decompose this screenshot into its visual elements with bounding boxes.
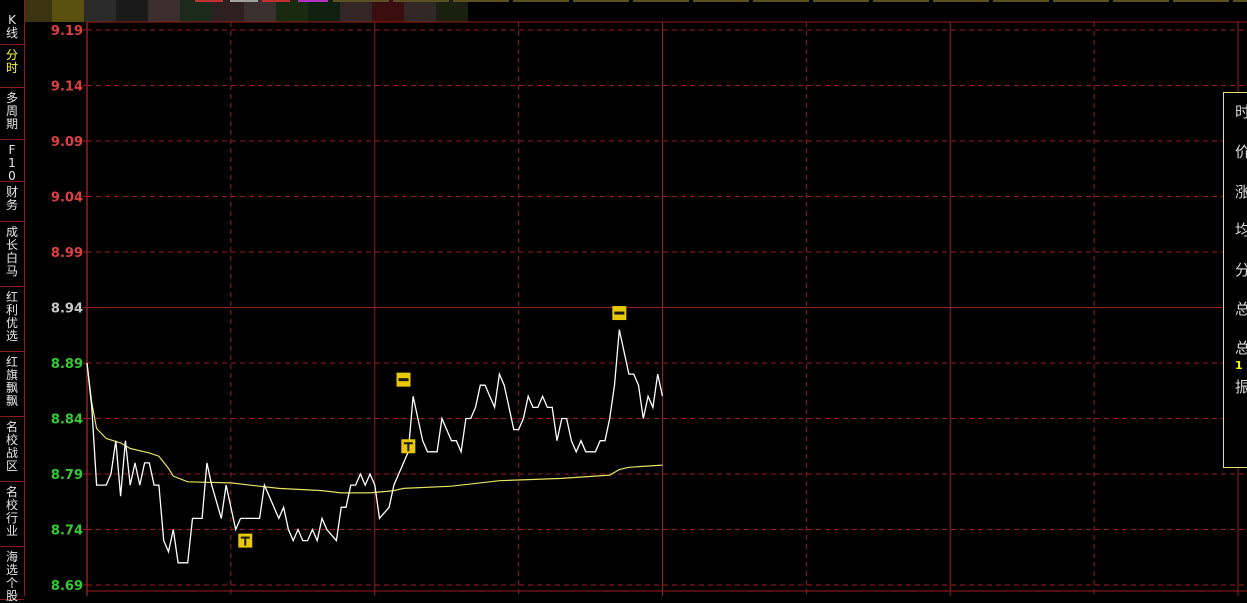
toolbar-tab[interactable]	[1053, 0, 1109, 2]
sidebar-item-6[interactable]: 红利优选	[0, 287, 24, 352]
y-tick-label: 9.14	[51, 80, 83, 95]
obscured-block	[340, 0, 372, 22]
toolbar-tab[interactable]	[633, 0, 689, 2]
y-tick-label: 8.74	[51, 524, 83, 539]
toolbar-tab[interactable]	[993, 0, 1049, 2]
popup-row: 振	[1235, 378, 1247, 396]
trade-markers	[238, 306, 627, 548]
sidebar-item-1[interactable]: 分时	[0, 45, 24, 88]
price-line	[86, 329, 664, 564]
popup-row: 价	[1235, 143, 1247, 161]
sidebar-item-8[interactable]: 名校战区	[0, 417, 24, 482]
sidebar-item-label: 成长白马	[5, 225, 18, 278]
toolbar-tab[interactable]	[513, 0, 569, 2]
toolbar-tab[interactable]	[298, 0, 328, 2]
sidebar-item-10[interactable]: 海选个股	[0, 547, 24, 603]
y-tick-label: 8.84	[51, 413, 83, 428]
y-tick-label: 9.04	[51, 191, 83, 206]
obscured-block	[116, 0, 148, 22]
sidebar-item-4[interactable]: 财务	[0, 182, 24, 222]
sidebar-item-2[interactable]: 多周期	[0, 88, 24, 140]
y-tick-label: 8.69	[51, 579, 83, 594]
marker-glyph	[244, 536, 247, 546]
toolbar-tab[interactable]	[195, 0, 223, 2]
toolbar-tab[interactable]	[262, 0, 290, 2]
obscured-block	[52, 0, 84, 22]
y-tick-label: 9.09	[51, 135, 83, 150]
sidebar-item-7[interactable]: 红旗飘飘	[0, 352, 24, 417]
average-price-line	[86, 362, 663, 494]
obscured-block	[436, 0, 468, 22]
popup-row: 均	[1235, 221, 1247, 239]
trade-marker-t	[238, 533, 253, 548]
toolbar-tab[interactable]	[753, 0, 809, 2]
toolbar-tab[interactable]	[1113, 0, 1169, 2]
obscured-block	[20, 0, 52, 22]
marker-glyph	[398, 378, 409, 382]
obscured-block	[404, 0, 436, 22]
toolbar-tab[interactable]	[1233, 0, 1247, 2]
sidebar-item-3[interactable]: F10	[0, 140, 24, 183]
sidebar-item-label: 财务	[5, 185, 18, 212]
trade-marker-t	[401, 439, 416, 454]
toolbar-tab[interactable]	[1173, 0, 1229, 2]
popup-row: 时	[1235, 103, 1247, 121]
popup-row: 1	[1235, 359, 1243, 372]
sidebar-item-5[interactable]: 成长白马	[0, 222, 24, 287]
toolbar-tab[interactable]	[393, 0, 449, 2]
sidebar-item-label: 红旗飘飘	[5, 355, 18, 408]
sidebar-item-label: 海选个股	[5, 550, 18, 603]
sidebar-item-label: F10	[8, 143, 16, 183]
grid	[86, 21, 1247, 596]
obscured-block	[212, 0, 244, 22]
toolbar-tab[interactable]	[333, 0, 389, 2]
popup-row: 分	[1235, 261, 1247, 279]
y-tick-label: 8.99	[51, 246, 83, 261]
marker-glyph	[407, 442, 410, 452]
obscured-block	[372, 0, 404, 22]
sidebar-item-label: 红利优选	[5, 290, 18, 343]
popup-row: 总	[1235, 300, 1247, 318]
obscured-block	[244, 0, 276, 22]
top-toolbar-obscured	[0, 0, 1247, 22]
marker-glyph	[614, 311, 625, 315]
toolbar-tab[interactable]	[573, 0, 629, 2]
obscured-block	[148, 0, 180, 22]
obscured-block	[180, 0, 212, 22]
toolbar-tab[interactable]	[813, 0, 869, 2]
popup-row: 总	[1235, 339, 1247, 357]
sidebar: K线分时多周期 F10 财务成长白马红利优选红旗飘飘名校战区名校行业海选个股	[0, 0, 25, 603]
sidebar-item-label: K线	[5, 13, 18, 40]
obscured-block	[308, 0, 340, 22]
trade-marker-equal	[612, 306, 627, 321]
trade-marker-equal	[396, 372, 411, 387]
toolbar-tab[interactable]	[453, 0, 509, 2]
toolbar-tab[interactable]	[873, 0, 929, 2]
sidebar-item-label: 名校行业	[5, 485, 18, 538]
y-tick-label: 8.89	[51, 357, 83, 372]
sidebar-item-label: 名校战区	[5, 420, 18, 473]
sidebar-item-9[interactable]: 名校行业	[0, 482, 24, 547]
obscured-block	[276, 0, 308, 22]
popup-row: 涨	[1235, 183, 1247, 201]
sidebar-item-0[interactable]: K线	[0, 0, 24, 45]
sidebar-item-label: 多周期	[5, 91, 18, 131]
sidebar-item-label: 分时	[5, 48, 18, 75]
obscured-block	[84, 0, 116, 22]
toolbar-tab[interactable]	[230, 0, 258, 2]
y-axis-labels: 9.19 9.14 9.09 9.04 8.99 8.94 8.89 8.84 8.79 8.74…	[51, 24, 87, 594]
toolbar-tab[interactable]	[933, 0, 989, 2]
y-tick-label: 8.94	[51, 302, 83, 317]
toolbar-tab[interactable]	[693, 0, 749, 2]
y-tick-label: 9.19	[51, 24, 83, 39]
y-tick-label: 8.79	[51, 468, 83, 483]
